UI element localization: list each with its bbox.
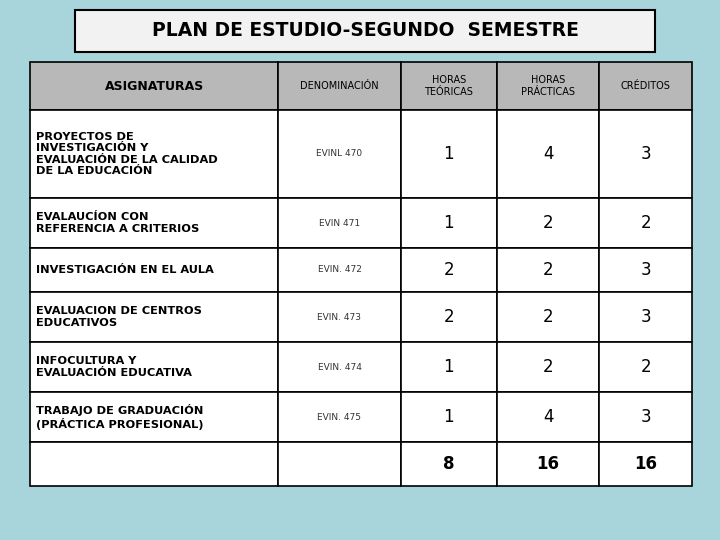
Bar bbox=[497, 342, 599, 392]
Text: CRÉDITOS: CRÉDITOS bbox=[621, 81, 670, 91]
Bar bbox=[30, 110, 278, 198]
Text: EVIN. 472: EVIN. 472 bbox=[318, 266, 361, 274]
Bar bbox=[278, 110, 401, 198]
Text: 3: 3 bbox=[640, 261, 651, 279]
Text: 1: 1 bbox=[444, 358, 454, 376]
Text: HORAS
TEÓRICAS: HORAS TEÓRICAS bbox=[424, 75, 473, 97]
Bar bbox=[599, 342, 692, 392]
Text: EVIN. 473: EVIN. 473 bbox=[318, 313, 361, 321]
Text: ASIGNATURAS: ASIGNATURAS bbox=[104, 79, 204, 92]
Bar bbox=[75, 10, 655, 52]
Bar bbox=[599, 62, 692, 110]
Bar bbox=[497, 198, 599, 248]
Text: TRABAJO DE GRADUACIÓN
(PRÁCTICA PROFESIONAL): TRABAJO DE GRADUACIÓN (PRÁCTICA PROFESIO… bbox=[36, 404, 204, 430]
Text: INFOCULTURA Y
EVALUACIÓN EDUCATIVA: INFOCULTURA Y EVALUACIÓN EDUCATIVA bbox=[36, 356, 192, 378]
Text: 2: 2 bbox=[444, 308, 454, 326]
Text: 2: 2 bbox=[543, 261, 554, 279]
Bar bbox=[599, 292, 692, 342]
Text: 3: 3 bbox=[640, 408, 651, 426]
Text: INVESTIGACIÓN EN EL AULA: INVESTIGACIÓN EN EL AULA bbox=[36, 265, 214, 275]
Bar bbox=[401, 110, 497, 198]
Bar bbox=[278, 62, 401, 110]
Bar bbox=[599, 442, 692, 486]
Bar bbox=[278, 292, 401, 342]
Text: HORAS
PRÁCTICAS: HORAS PRÁCTICAS bbox=[521, 75, 575, 97]
Bar bbox=[30, 198, 278, 248]
Bar bbox=[599, 392, 692, 442]
Bar bbox=[497, 62, 599, 110]
Text: EVIN 471: EVIN 471 bbox=[319, 219, 360, 227]
Text: EVALUACION DE CENTROS
EDUCATIVOS: EVALUACION DE CENTROS EDUCATIVOS bbox=[36, 306, 202, 328]
Bar bbox=[497, 248, 599, 292]
Bar bbox=[278, 248, 401, 292]
Bar bbox=[401, 248, 497, 292]
Text: 1: 1 bbox=[444, 145, 454, 163]
Bar bbox=[497, 292, 599, 342]
Bar bbox=[401, 342, 497, 392]
Text: 16: 16 bbox=[634, 455, 657, 473]
Bar bbox=[30, 292, 278, 342]
Text: 2: 2 bbox=[640, 358, 651, 376]
Text: DENOMINACIÓN: DENOMINACIÓN bbox=[300, 81, 379, 91]
Text: EVALAUCÍON CON
REFERENCIA A CRITERIOS: EVALAUCÍON CON REFERENCIA A CRITERIOS bbox=[36, 212, 199, 234]
Text: 3: 3 bbox=[640, 308, 651, 326]
Bar bbox=[278, 342, 401, 392]
Bar bbox=[401, 442, 497, 486]
Text: 8: 8 bbox=[443, 455, 454, 473]
Text: PLAN DE ESTUDIO-SEGUNDO  SEMESTRE: PLAN DE ESTUDIO-SEGUNDO SEMESTRE bbox=[152, 22, 578, 40]
Bar bbox=[30, 392, 278, 442]
Bar bbox=[497, 442, 599, 486]
Bar bbox=[401, 198, 497, 248]
Bar bbox=[278, 392, 401, 442]
Text: 1: 1 bbox=[444, 214, 454, 232]
Text: EVIN. 475: EVIN. 475 bbox=[318, 413, 361, 422]
Bar bbox=[401, 292, 497, 342]
Text: 16: 16 bbox=[536, 455, 559, 473]
Text: EVIN. 474: EVIN. 474 bbox=[318, 362, 361, 372]
Bar bbox=[278, 198, 401, 248]
Text: 3: 3 bbox=[640, 145, 651, 163]
Text: EVINL 470: EVINL 470 bbox=[316, 150, 363, 159]
Text: 4: 4 bbox=[543, 145, 553, 163]
Bar bbox=[497, 392, 599, 442]
Bar bbox=[30, 442, 278, 486]
Text: PROYECTOS DE
INVESTIGACIÓN Y
EVALUACIÓN DE LA CALIDAD
DE LA EDUCACIÓN: PROYECTOS DE INVESTIGACIÓN Y EVALUACIÓN … bbox=[36, 132, 217, 177]
Bar bbox=[30, 342, 278, 392]
Bar bbox=[401, 392, 497, 442]
Text: 4: 4 bbox=[543, 408, 553, 426]
Text: 2: 2 bbox=[543, 358, 554, 376]
Bar bbox=[497, 110, 599, 198]
Text: 2: 2 bbox=[543, 308, 554, 326]
Text: 1: 1 bbox=[444, 408, 454, 426]
Bar bbox=[599, 248, 692, 292]
Bar bbox=[30, 248, 278, 292]
Text: 2: 2 bbox=[444, 261, 454, 279]
Bar bbox=[599, 198, 692, 248]
Bar bbox=[401, 62, 497, 110]
Bar bbox=[278, 442, 401, 486]
Bar bbox=[30, 62, 278, 110]
Text: 2: 2 bbox=[640, 214, 651, 232]
Text: 2: 2 bbox=[543, 214, 554, 232]
Bar bbox=[599, 110, 692, 198]
